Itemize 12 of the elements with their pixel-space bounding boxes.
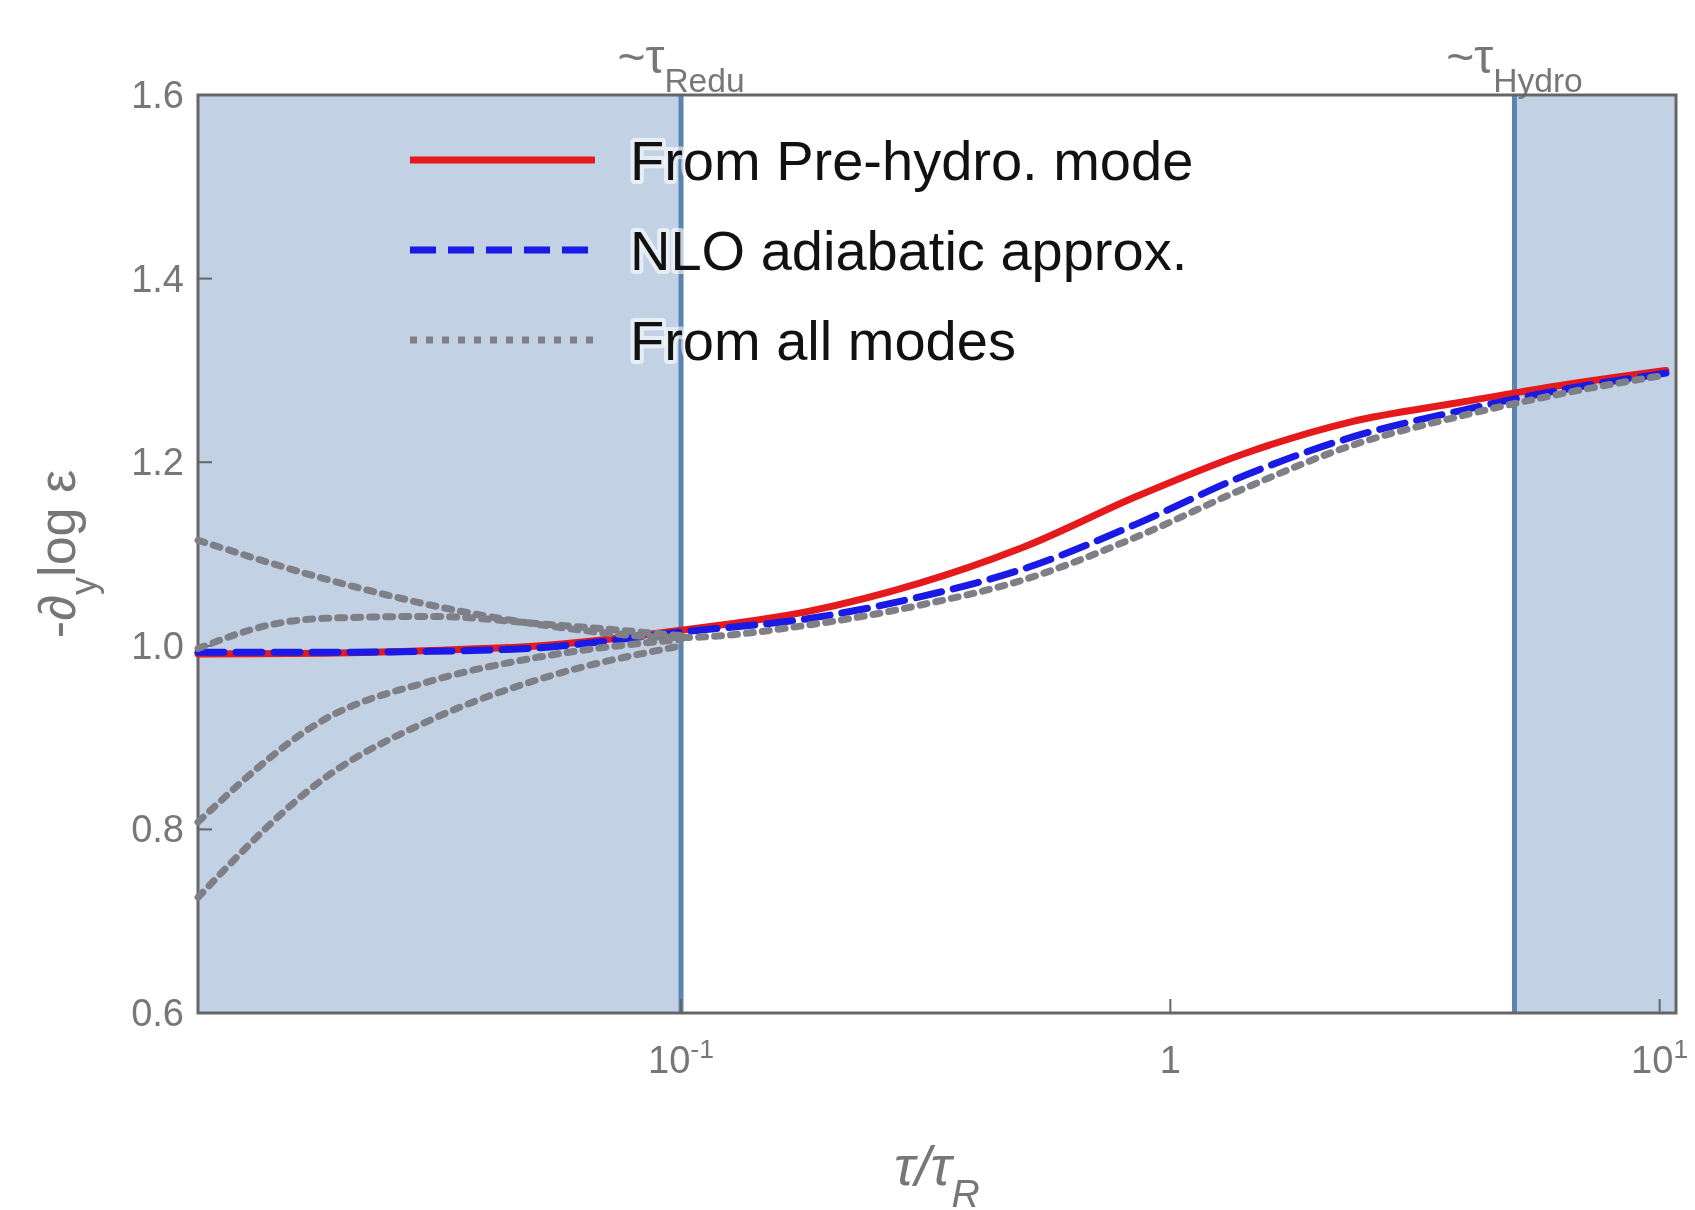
y-tick-label: 0.8: [131, 808, 184, 851]
ref-line-label: ~τ$_{Redu}$: [617, 30, 745, 99]
x-tick-label: 1: [1159, 1039, 1181, 1081]
y-tick-label: 1.4: [131, 257, 184, 300]
y-tick-label: 1.0: [131, 624, 184, 667]
y-tick-label: 0.6: [131, 992, 184, 1034]
x-tick-label: 10$^{-1}$: [648, 1034, 714, 1081]
x-axis-title: τ/τ$_{R}$: [894, 1134, 980, 1210]
y-tick-label: 1.2: [131, 441, 184, 484]
ref-line-label: ~τ$_{Hydro}$: [1446, 30, 1583, 99]
x-tick-label: 10$^{1}$: [1631, 1034, 1689, 1081]
y-tick-label: 1.6: [131, 74, 184, 116]
